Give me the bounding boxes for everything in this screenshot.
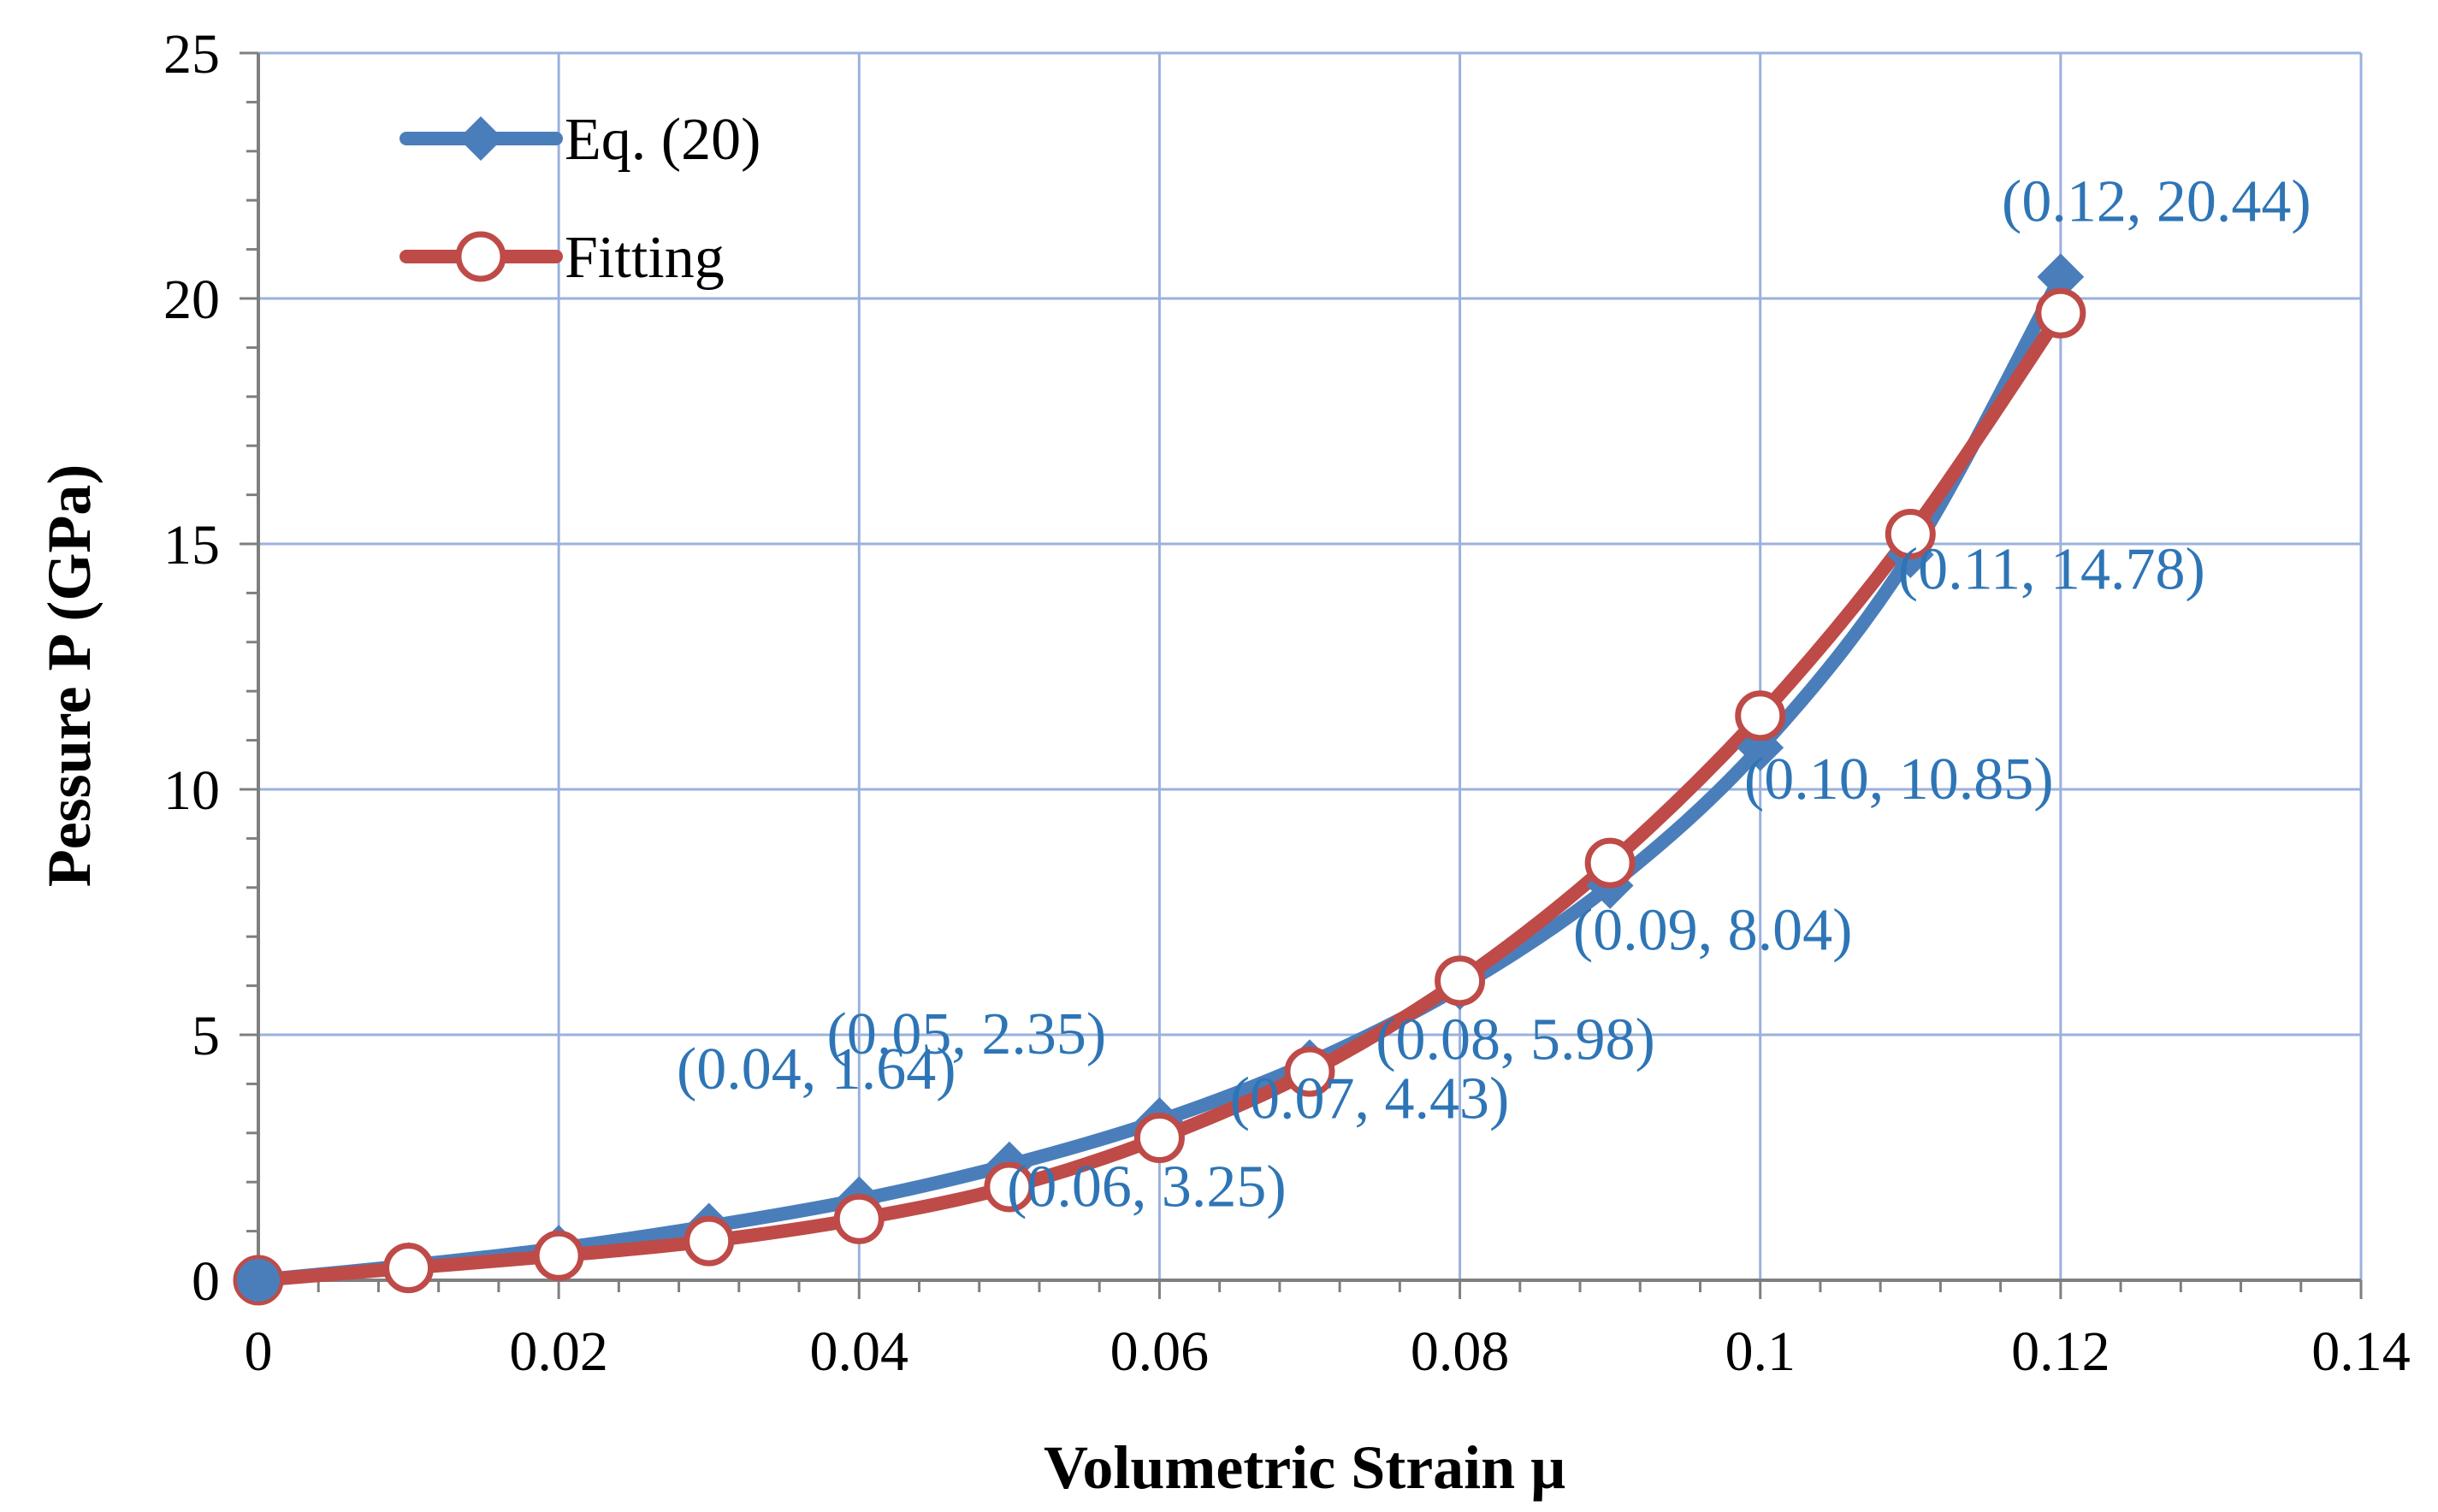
data-point-circle [2035,287,2086,339]
y-tick-label: 15 [163,514,220,576]
x-tick-label: 0 [245,1320,273,1383]
y-tick-label: 0 [192,1250,220,1313]
data-point-circle [1735,690,1786,741]
x-tick-label: 0.14 [2311,1320,2411,1383]
data-point-circle [683,1215,735,1267]
data-point-circle [383,1243,435,1294]
data-label: (0.08, 5.98) [1376,1007,1655,1073]
data-point-circle [1284,1046,1335,1097]
x-axis-title: Volumetric Strain μ [1044,1433,1565,1502]
y-tick-label: 20 [163,269,220,331]
data-label: (0.10, 10.85) [1744,747,2054,812]
y-tick-label: 10 [163,759,220,822]
data-label: (0.12, 20.44) [2002,169,2311,235]
x-tick-label: 0.02 [509,1320,608,1383]
legend-label-1: Fitting [565,225,725,291]
data-label: (0.04, 1.64) [677,1037,956,1102]
y-tick-label: 5 [192,1005,220,1067]
data-point-circle [984,1161,1035,1213]
data-point-circle [1435,955,1486,1007]
legend: Eq. (20) Fitting [399,107,760,291]
data-point-circle [533,1230,584,1281]
y-tick-label: 25 [163,23,220,86]
x-tick-label: 0.06 [1110,1320,1210,1383]
data-point-circle [1133,1113,1185,1164]
data-label: (0.05, 2.35) [827,1001,1107,1067]
axes: 0 5 10 15 20 25 0 0.02 0.04 0.06 0.08 0.1 0.12 0.14 [163,23,2411,1383]
data-point-circle [1885,509,1936,560]
data-label: (0.07, 4.43) [1230,1066,1510,1132]
origin-point [237,1259,280,1302]
x-tick-label: 0.12 [2011,1320,2110,1383]
legend-marker-diamond [459,116,503,161]
x-tick-label: 0.1 [1725,1320,1796,1383]
y-axis-title: Pessure P (GPa) [35,464,104,888]
data-point-circle [1584,837,1636,889]
x-tick-label: 0.08 [1411,1320,1510,1383]
legend-marker-circle [455,231,506,282]
data-label: (0.06, 3.25) [1007,1154,1287,1220]
legend-label-0: Eq. (20) [565,107,760,173]
x-tick-label: 0.04 [810,1320,909,1383]
data-label: (0.11, 14.78) [1898,537,2205,603]
data-label: (0.09, 8.04) [1573,898,1853,964]
data-point-circle [833,1193,885,1244]
annotations: (0.04, 1.64)(0.05, 2.35) (0.06, 3.25) (0.0… [677,169,2311,1220]
series [233,253,2086,1306]
